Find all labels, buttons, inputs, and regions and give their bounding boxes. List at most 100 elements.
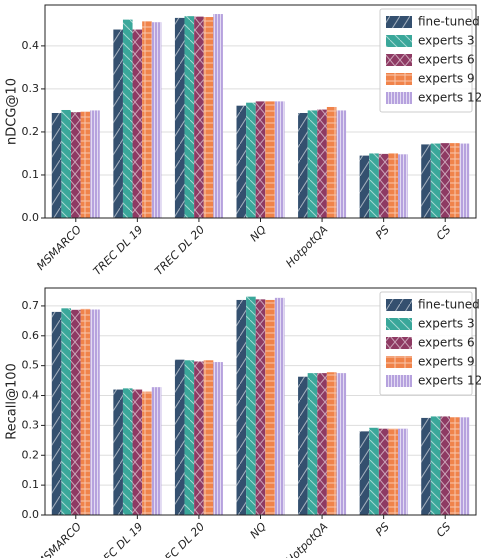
- x-tick-label: MSMARCO: [34, 520, 84, 558]
- x-tick-label: PS: [373, 223, 392, 242]
- x-tick-label: MSMARCO: [34, 223, 84, 273]
- bar-hatch: [369, 153, 379, 218]
- bar-hatch: [246, 296, 256, 515]
- y-tick-label: 0.3: [22, 82, 40, 95]
- bar-hatch: [80, 111, 91, 218]
- bar-hatch: [440, 416, 451, 515]
- legend-label: experts 6: [418, 336, 475, 350]
- x-tick-label: TREC DL 19: [91, 520, 146, 558]
- bar-hatch: [61, 308, 71, 515]
- bar-hatch: [174, 359, 185, 515]
- bar-hatch: [90, 309, 100, 515]
- x-tick-label: TREC DL 20: [152, 520, 207, 558]
- bar-hatch: [298, 113, 308, 218]
- legend-box: [379, 291, 473, 396]
- bar-hatch: [255, 101, 266, 218]
- y-tick-label: 0.1: [22, 168, 40, 181]
- bar-hatch: [236, 299, 247, 515]
- legend-hatch: [386, 73, 412, 85]
- legend-label: experts 6: [418, 53, 475, 67]
- bar-hatch: [51, 311, 62, 515]
- bar-hatch: [203, 17, 214, 218]
- bar-hatch: [80, 308, 91, 515]
- y-tick-label: 0.1: [22, 478, 40, 491]
- bar-hatch: [326, 372, 337, 515]
- bar-hatch: [274, 297, 285, 515]
- bar-hatch: [450, 417, 460, 515]
- y-tick-label: 0.2: [22, 448, 40, 461]
- bar-hatch: [142, 391, 152, 515]
- bar-hatch: [298, 376, 308, 515]
- bar-hatch: [236, 105, 247, 218]
- bar-hatch: [132, 29, 143, 219]
- bar-hatch: [307, 110, 318, 218]
- legend-label: experts 3: [418, 34, 475, 48]
- x-tick-label: HotpotQA: [283, 520, 330, 558]
- bar-hatch: [61, 109, 71, 218]
- y-tick-label: 0.7: [22, 299, 40, 312]
- bar-hatch: [388, 428, 399, 515]
- y-tick-label: 0.3: [22, 418, 40, 431]
- bar-hatch: [326, 106, 337, 218]
- legend-label: experts 12: [418, 374, 481, 388]
- y-axis-label: Recall@100: [5, 363, 20, 440]
- bar-hatch: [142, 21, 152, 218]
- x-tick-label: NQ: [248, 520, 269, 541]
- bar-hatch: [378, 428, 389, 515]
- legend-hatch: [386, 375, 412, 387]
- legend-label: fine-tuned: [418, 298, 480, 312]
- bar-hatch: [132, 389, 143, 515]
- legend-hatch: [386, 337, 412, 349]
- bar-hatch: [70, 309, 81, 515]
- legend-box: [379, 8, 473, 113]
- y-axis-label: nDCG@10: [5, 78, 20, 145]
- bar-hatch: [369, 427, 379, 515]
- bar-hatch: [51, 113, 62, 218]
- bar-hatch: [378, 153, 389, 218]
- plot-frame: [44, 287, 477, 516]
- bar-hatch: [151, 22, 162, 218]
- legend-hatch: [386, 356, 412, 368]
- bar-hatch: [184, 360, 195, 515]
- bar-hatch: [317, 109, 327, 218]
- bar-hatch: [122, 19, 133, 218]
- bar-hatch: [430, 416, 441, 515]
- bar-hatch: [184, 16, 195, 218]
- x-tick-label: CS: [434, 520, 454, 540]
- legend-label: experts 12: [418, 91, 481, 105]
- bar-hatch: [246, 102, 256, 218]
- legend-label: experts 3: [418, 317, 475, 331]
- legend-hatch: [386, 54, 412, 66]
- bar-hatch: [265, 101, 275, 218]
- bar-hatch: [459, 143, 470, 218]
- x-tick-label: HotpotQA: [283, 223, 330, 270]
- y-tick-label: 0.5: [22, 359, 40, 372]
- y-tick-label: 0.4: [22, 389, 40, 402]
- bar-hatch: [194, 361, 204, 515]
- bar-hatch: [151, 387, 162, 515]
- y-tick-label: 0.6: [22, 329, 40, 342]
- bar-hatch: [336, 110, 347, 218]
- y-tick-label: 0.4: [22, 39, 40, 52]
- bar-hatch: [359, 431, 370, 515]
- y-tick-label: 0.0: [22, 508, 40, 521]
- bar-hatch: [174, 17, 185, 219]
- bar-hatch: [203, 360, 214, 515]
- legend-hatch: [386, 16, 412, 28]
- x-tick-label: TREC DL 20: [152, 223, 207, 278]
- bar-hatch: [307, 373, 318, 515]
- legend-hatch: [386, 318, 412, 330]
- bar-hatch: [450, 143, 460, 218]
- y-tick-label: 0.2: [22, 125, 40, 138]
- bar-hatch: [421, 417, 431, 515]
- bar-hatch: [398, 154, 408, 218]
- legend-hatch: [386, 35, 412, 47]
- legend-label: experts 9: [418, 355, 475, 369]
- plot-frame: [44, 4, 477, 219]
- bar-hatch: [265, 299, 275, 515]
- bar-hatch: [255, 299, 266, 515]
- legend-hatch: [386, 92, 412, 104]
- bar-hatch: [194, 16, 204, 219]
- bar-hatch: [440, 143, 451, 218]
